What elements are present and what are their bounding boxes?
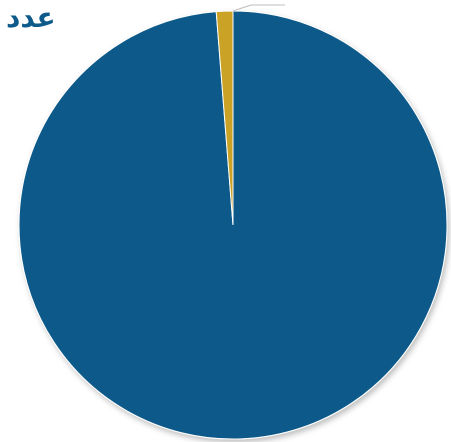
chart-title: عدد [6,1,56,34]
pie-slice-1[interactable] [215,10,234,226]
pie-slice-2-leader [232,4,285,12]
